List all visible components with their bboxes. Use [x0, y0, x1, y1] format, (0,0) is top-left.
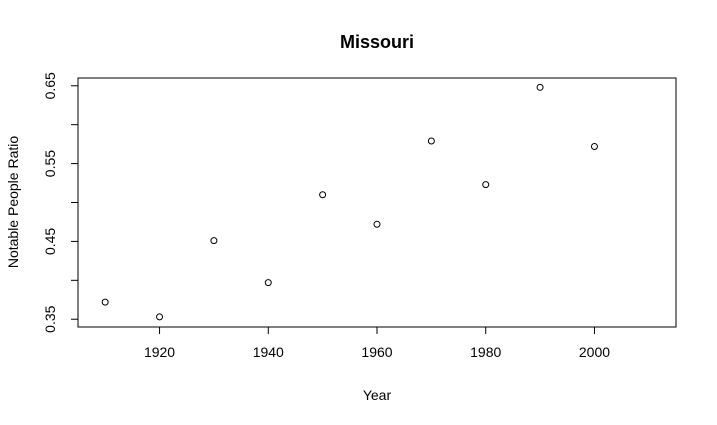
y-axis: 0.35 0.45 0.55 0.65 — [42, 72, 78, 333]
x-axis: 1920 1940 1960 1980 2000 — [144, 327, 610, 360]
data-point-1930 — [210, 237, 218, 245]
data-points — [101, 83, 598, 321]
x-axis-label: Year — [363, 387, 392, 403]
chart-title: Missouri — [340, 32, 414, 52]
x-tick-label-1940: 1940 — [253, 344, 284, 360]
y-axis-label: Notable People Ratio — [5, 136, 21, 269]
plot-frame — [77, 77, 677, 328]
y-tick-label-2: 0.45 — [42, 228, 58, 255]
data-point-1920 — [156, 313, 164, 321]
y-tick-label-6: 0.65 — [42, 72, 58, 99]
x-tick-label-1920: 1920 — [144, 344, 175, 360]
data-point-1910 — [101, 298, 109, 306]
data-point-1970 — [427, 137, 435, 145]
data-point-1960 — [373, 220, 381, 228]
y-tick-label-0: 0.35 — [42, 305, 58, 332]
data-point-1990 — [536, 83, 544, 91]
data-point-1950 — [319, 191, 327, 199]
y-tick-label-4: 0.55 — [42, 150, 58, 177]
x-tick-label-1960: 1960 — [361, 344, 392, 360]
data-point-2000 — [590, 142, 598, 150]
x-tick-label-1980: 1980 — [470, 344, 501, 360]
data-point-1940 — [264, 279, 272, 287]
data-point-1980 — [482, 181, 490, 189]
x-tick-label-2000: 2000 — [579, 344, 610, 360]
